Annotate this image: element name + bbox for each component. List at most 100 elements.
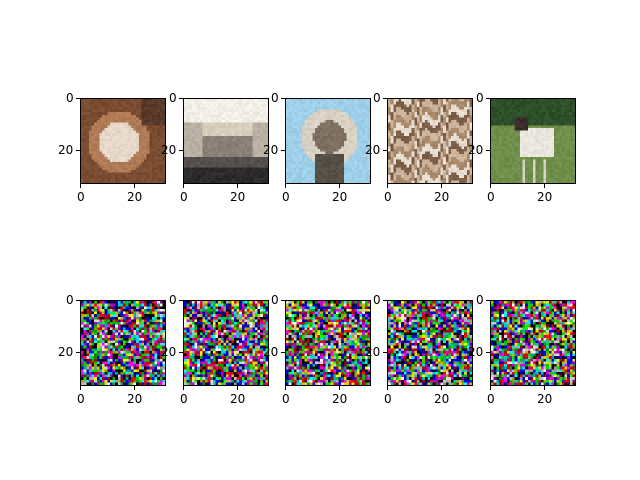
noisy-image-1: [80, 300, 166, 386]
x-tick-0-1-1: [237, 184, 238, 188]
y-tick-1-2-1: [281, 352, 285, 353]
y-tick-label-1-1-1: 20: [161, 345, 177, 359]
x-tick-1-0-0: [80, 386, 81, 390]
y-tick-0-1-1: [179, 150, 183, 151]
y-tick-1-0-0: [76, 300, 80, 301]
x-tick-1-2-1: [339, 386, 340, 390]
original-image-canvas-1: [81, 99, 165, 183]
noisy-image-2: [183, 300, 269, 386]
x-tick-label-1-2-0: 0: [282, 392, 290, 406]
original-image-2: [183, 98, 269, 184]
x-tick-label-1-4-1: 20: [537, 392, 553, 406]
x-tick-label-0-3-1: 20: [434, 190, 450, 204]
x-tick-1-3-0: [387, 386, 388, 390]
noisy-image-canvas-5: [491, 301, 575, 385]
x-tick-1-1-1: [237, 386, 238, 390]
original-image-4: [387, 98, 473, 184]
x-tick-0-4-1: [544, 184, 545, 188]
x-tick-label-0-2-0: 0: [282, 190, 290, 204]
x-tick-1-1-0: [183, 386, 184, 390]
x-tick-label-0-1-0: 0: [180, 190, 188, 204]
y-tick-1-1-0: [179, 300, 183, 301]
original-image-5: [490, 98, 576, 184]
y-tick-label-1-4-0: 0: [476, 293, 484, 307]
y-tick-1-3-1: [383, 352, 387, 353]
x-tick-label-1-4-0: 0: [487, 392, 495, 406]
y-tick-label-0-2-1: 20: [263, 143, 279, 157]
y-tick-0-2-0: [281, 98, 285, 99]
y-tick-label-0-0-0: 0: [66, 91, 74, 105]
original-image-canvas-3: [286, 99, 370, 183]
noisy-image-3: [285, 300, 371, 386]
x-tick-0-0-0: [80, 184, 81, 188]
y-tick-0-3-1: [383, 150, 387, 151]
x-tick-label-0-3-0: 0: [384, 190, 392, 204]
original-image-canvas-2: [184, 99, 268, 183]
x-tick-0-2-0: [285, 184, 286, 188]
y-tick-label-1-3-1: 20: [365, 345, 381, 359]
x-tick-1-4-0: [490, 386, 491, 390]
original-image-canvas-5: [491, 99, 575, 183]
y-tick-label-0-1-0: 0: [169, 91, 177, 105]
x-tick-0-3-1: [441, 184, 442, 188]
noisy-image-canvas-1: [81, 301, 165, 385]
noisy-image-canvas-3: [286, 301, 370, 385]
y-tick-1-0-1: [76, 352, 80, 353]
y-tick-label-0-4-0: 0: [476, 91, 484, 105]
noisy-image-canvas-2: [184, 301, 268, 385]
y-tick-0-2-1: [281, 150, 285, 151]
x-tick-1-3-1: [441, 386, 442, 390]
y-tick-0-1-0: [179, 98, 183, 99]
original-image-canvas-4: [388, 99, 472, 183]
y-tick-0-0-1: [76, 150, 80, 151]
original-image-3: [285, 98, 371, 184]
y-tick-label-0-0-1: 20: [58, 143, 74, 157]
x-tick-label-1-2-1: 20: [332, 392, 348, 406]
y-tick-label-0-2-0: 0: [271, 91, 279, 105]
y-tick-0-0-0: [76, 98, 80, 99]
x-tick-label-1-1-0: 0: [180, 392, 188, 406]
x-tick-label-0-4-1: 20: [537, 190, 553, 204]
x-tick-0-4-0: [490, 184, 491, 188]
x-tick-label-1-0-0: 0: [77, 392, 85, 406]
y-tick-label-1-0-0: 0: [66, 293, 74, 307]
x-tick-0-3-0: [387, 184, 388, 188]
noisy-image-canvas-4: [388, 301, 472, 385]
y-tick-label-1-4-1: 20: [468, 345, 484, 359]
y-tick-label-1-2-0: 0: [271, 293, 279, 307]
x-tick-label-0-0-1: 20: [127, 190, 143, 204]
y-tick-1-4-0: [486, 300, 490, 301]
x-tick-label-1-0-1: 20: [127, 392, 143, 406]
y-tick-1-2-0: [281, 300, 285, 301]
noisy-image-4: [387, 300, 473, 386]
y-tick-label-0-3-1: 20: [365, 143, 381, 157]
x-tick-label-0-2-1: 20: [332, 190, 348, 204]
x-tick-label-0-1-1: 20: [230, 190, 246, 204]
y-tick-label-1-3-0: 0: [373, 293, 381, 307]
x-tick-label-1-1-1: 20: [230, 392, 246, 406]
x-tick-label-1-3-0: 0: [384, 392, 392, 406]
y-tick-0-4-1: [486, 150, 490, 151]
noisy-image-5: [490, 300, 576, 386]
x-tick-0-2-1: [339, 184, 340, 188]
y-tick-label-0-3-0: 0: [373, 91, 381, 105]
y-tick-label-0-1-1: 20: [161, 143, 177, 157]
original-image-1: [80, 98, 166, 184]
y-tick-1-3-0: [383, 300, 387, 301]
x-tick-0-1-0: [183, 184, 184, 188]
x-tick-label-1-3-1: 20: [434, 392, 450, 406]
x-tick-0-0-1: [134, 184, 135, 188]
y-tick-label-1-1-0: 0: [169, 293, 177, 307]
y-tick-label-0-4-1: 20: [468, 143, 484, 157]
y-tick-0-3-0: [383, 98, 387, 99]
y-tick-1-4-1: [486, 352, 490, 353]
x-tick-1-0-1: [134, 386, 135, 390]
y-tick-1-1-1: [179, 352, 183, 353]
x-tick-label-0-0-0: 0: [77, 190, 85, 204]
x-tick-1-2-0: [285, 386, 286, 390]
x-tick-label-0-4-0: 0: [487, 190, 495, 204]
y-tick-label-1-0-1: 20: [58, 345, 74, 359]
x-tick-1-4-1: [544, 386, 545, 390]
y-tick-label-1-2-1: 20: [263, 345, 279, 359]
